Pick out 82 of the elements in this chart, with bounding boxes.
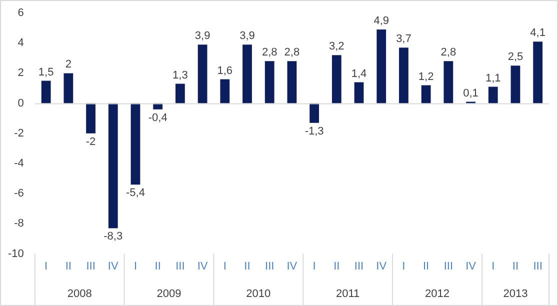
bar — [242, 44, 252, 104]
x-tick-label: I — [44, 260, 48, 272]
y-tick-label: -8 — [14, 218, 24, 230]
bar — [399, 48, 408, 104]
y-tick-label: -2 — [14, 127, 24, 140]
x-tick-label: I — [402, 260, 406, 272]
y-tick-label: 4 — [18, 37, 24, 50]
bar — [86, 103, 96, 134]
x-tick-label: I — [134, 260, 138, 272]
x-tick-label: II — [423, 260, 430, 272]
data-label: 3,7 — [396, 33, 412, 46]
data-label: -1,3 — [304, 125, 324, 138]
x-tick-label: I — [312, 260, 316, 272]
bar — [376, 30, 386, 104]
data-label: 1,3 — [172, 69, 188, 82]
bar — [310, 103, 319, 123]
bar — [332, 55, 342, 104]
bar — [41, 80, 51, 104]
x-tick-label: II — [244, 260, 250, 272]
x-tick-label: III — [444, 260, 453, 272]
x-tick-label: II — [65, 260, 72, 272]
x-tick-label: IV — [108, 260, 119, 272]
x-tick-label: I — [492, 260, 495, 272]
x-tick-label: IV — [466, 260, 477, 272]
x-tick-label: IV — [376, 260, 388, 272]
data-label: -8,3 — [104, 230, 123, 243]
data-label: 0,1 — [463, 87, 478, 100]
x-tick-label: I — [223, 260, 226, 272]
data-label: 1,6 — [217, 64, 233, 77]
data-label: 2,8 — [262, 46, 278, 59]
data-label: 4,1 — [530, 27, 546, 40]
y-tick-label: 6 — [18, 7, 24, 20]
x-tick-label: II — [334, 260, 340, 272]
bar — [175, 84, 185, 104]
data-label: 3,9 — [194, 30, 210, 42]
data-label: -0,4 — [148, 112, 168, 124]
x-tick-label: III — [176, 260, 185, 272]
text: 2010 — [246, 288, 271, 300]
x-tick-label: IV — [197, 260, 208, 272]
text: 2011 — [336, 288, 360, 300]
x-tick-label: III — [354, 260, 364, 272]
x-tick-label: III — [533, 260, 542, 272]
bar — [64, 73, 74, 104]
y-tick-label: 2 — [18, 67, 24, 80]
data-label: 3,2 — [329, 40, 344, 53]
data-label: 1,1 — [485, 72, 501, 84]
text: 2012 — [424, 288, 450, 300]
y-tick-label: -10 — [8, 248, 24, 260]
data-label: 1,4 — [351, 68, 367, 80]
x-tick-label: II — [154, 260, 161, 272]
bar — [287, 61, 297, 104]
text: 2008 — [67, 288, 92, 300]
bar — [220, 79, 230, 104]
data-label: -5,4 — [126, 187, 145, 200]
x-tick-label: III — [86, 260, 96, 272]
data-label: 1,2 — [418, 70, 434, 83]
data-label: 4,9 — [374, 15, 390, 28]
data-label: 2 — [65, 58, 72, 71]
text: 2009 — [156, 288, 182, 300]
bar — [533, 42, 543, 104]
x-tick-label: II — [512, 260, 519, 272]
bar — [198, 44, 208, 104]
y-tick-label: -4 — [14, 158, 24, 170]
data-label: 3,9 — [240, 30, 255, 42]
data-label: 1,5 — [38, 66, 54, 78]
text: 2013 — [503, 288, 528, 300]
bar — [108, 103, 118, 228]
data-label: -2 — [86, 136, 96, 148]
bar — [421, 85, 431, 104]
data-label: 2,5 — [508, 51, 524, 64]
bar — [444, 61, 454, 104]
bar — [130, 103, 140, 185]
bar — [354, 82, 364, 104]
y-tick-label: -6 — [14, 188, 24, 200]
bar — [264, 61, 274, 104]
bar — [488, 86, 498, 104]
x-tick-label: III — [265, 260, 274, 272]
bar — [510, 66, 520, 104]
x-tick-label: IV — [286, 260, 298, 272]
data-label: 2,8 — [284, 46, 300, 59]
data-label: 2,8 — [440, 46, 456, 59]
y-tick-label: 0 — [18, 97, 24, 110]
